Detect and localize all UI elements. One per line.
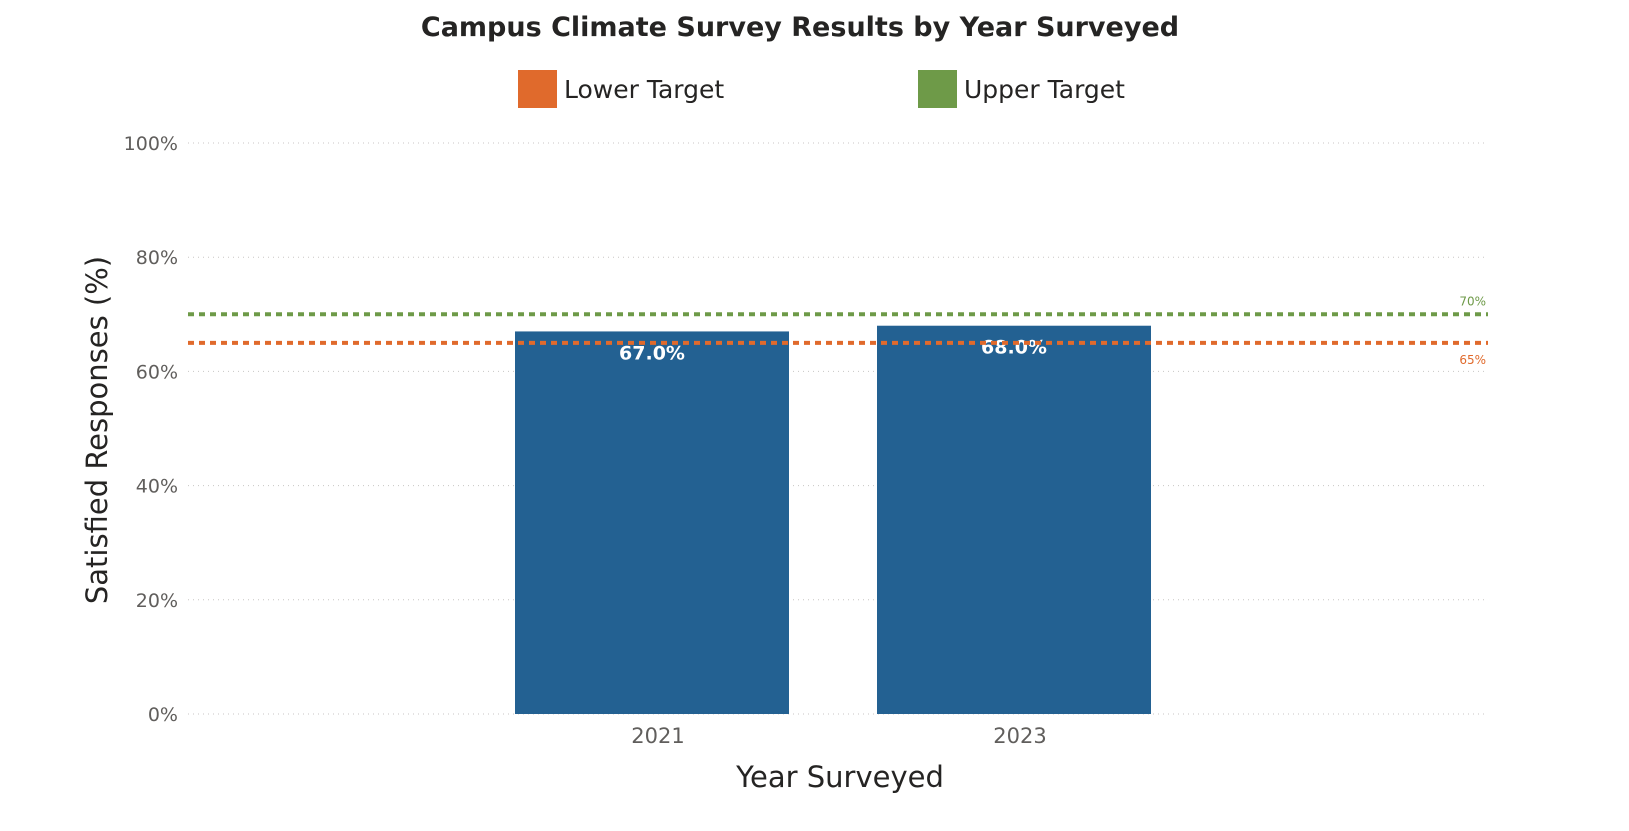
chart-title: Campus Climate Survey Results by Year Su… [421, 12, 1179, 43]
y-tick-label: 60% [136, 361, 178, 383]
gridlines [188, 142, 1488, 715]
y-axis-title: Satisfied Responses (%) [80, 256, 114, 604]
legend-label: Upper Target [964, 75, 1125, 104]
reference-line-label: 70% [1459, 294, 1486, 308]
legend-swatch [918, 70, 957, 108]
bar-2021[interactable] [515, 331, 789, 714]
x-axis-ticks: 2021 2023 [631, 724, 1046, 748]
y-tick-label: 100% [124, 133, 178, 155]
y-tick-label: 0% [148, 704, 178, 726]
y-tick-label: 40% [136, 476, 178, 498]
bar-2023[interactable] [877, 325, 1151, 714]
data-label: 67.0% [619, 342, 685, 364]
y-tick-label: 20% [136, 590, 178, 612]
reference-lines: 65% 70% [188, 294, 1488, 367]
y-tick-label: 80% [136, 247, 178, 269]
x-tick-label: 2023 [993, 724, 1046, 748]
legend: Lower Target Upper Target [518, 70, 1125, 108]
bars: 67.0% 68.0% [515, 325, 1151, 714]
legend-label: Lower Target [564, 75, 724, 104]
y-axis-ticks: 0% 20% 40% 60% 80% 100% [124, 133, 178, 726]
x-tick-label: 2021 [631, 724, 684, 748]
x-axis-title: Year Surveyed [735, 760, 944, 794]
legend-swatch [518, 70, 557, 108]
reference-line-label: 65% [1459, 353, 1486, 367]
data-label: 68.0% [981, 337, 1047, 359]
